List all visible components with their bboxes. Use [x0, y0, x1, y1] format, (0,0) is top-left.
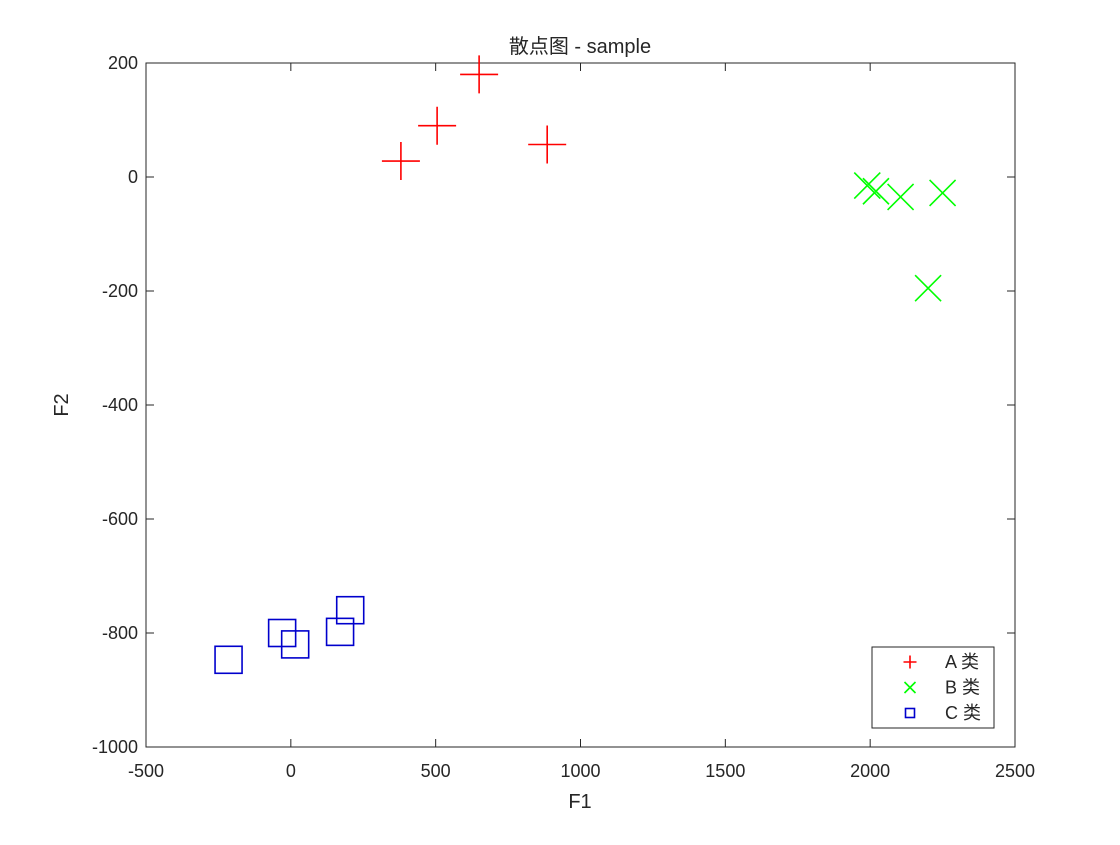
data-point-square — [214, 645, 243, 675]
plot-area: -500 0 500 1000 1500 2000 2500-1000-800-600-40… — [92, 53, 1035, 781]
series-plus — [381, 55, 567, 181]
legend-label: B 类 — [945, 678, 980, 698]
x-tick-label: 1500 — [705, 761, 745, 781]
axes-box — [145, 62, 1016, 748]
legend-marker-x — [903, 681, 917, 694]
x-tick-label: 1000 — [560, 761, 600, 781]
data-point-square — [335, 595, 365, 625]
data-point-x — [929, 179, 957, 207]
y-tick-label: 0 — [128, 167, 138, 187]
y-tick-label: -600 — [102, 509, 138, 529]
x-tick-label: 0 — [286, 761, 296, 781]
legend: A 类 B 类 C 类 — [871, 646, 995, 729]
legend-label: A 类 — [945, 652, 979, 672]
x-tick-label: 2000 — [850, 761, 890, 781]
legend-box — [871, 646, 995, 729]
y-tick-label: -200 — [102, 281, 138, 301]
series-square — [214, 595, 365, 675]
data-point-plus — [528, 125, 567, 164]
legend-label: C 类 — [945, 703, 981, 723]
series-x — [853, 171, 957, 302]
y-tick-label: -1000 — [92, 737, 138, 757]
chart-title: 散点图 - sample — [509, 35, 651, 58]
y-axis-label: F2 — [51, 393, 73, 416]
data-point-x — [853, 171, 881, 200]
y-tick-label: -400 — [102, 395, 138, 415]
data-point-plus — [418, 106, 457, 145]
data-point-plus — [460, 55, 499, 94]
data-point-x — [862, 177, 890, 205]
legend-marker-plus — [903, 655, 917, 669]
y-tick-label: 200 — [108, 53, 138, 73]
legend-marker-square — [904, 707, 916, 719]
data-point-x — [914, 274, 942, 302]
data-point-plus — [381, 142, 420, 181]
data-point-square — [280, 630, 310, 659]
x-axis-label: F1 — [568, 791, 591, 813]
data-point-square — [325, 617, 355, 647]
y-tick-label: -800 — [102, 623, 138, 643]
x-tick-label: -500 — [128, 761, 164, 781]
data-point-x — [887, 183, 915, 211]
x-tick-label: 2500 — [995, 761, 1035, 781]
x-tick-label: 500 — [421, 761, 451, 781]
